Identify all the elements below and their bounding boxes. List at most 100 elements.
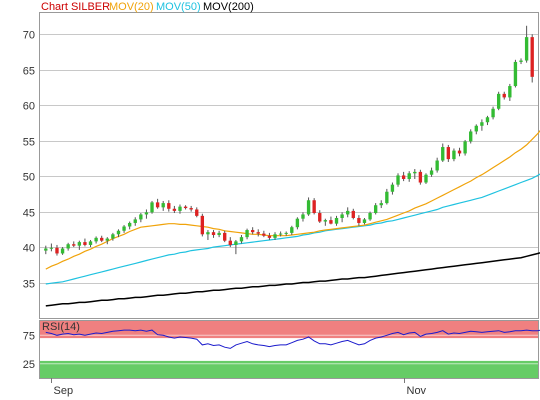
- candle-body: [105, 238, 109, 241]
- price-y-axis: 35 40 45 50 55 60 65 70: [23, 30, 35, 291]
- candle-body: [122, 226, 126, 231]
- candle-42: [278, 231, 283, 237]
- mov50-line: [45, 173, 540, 285]
- candle-4: [66, 242, 70, 251]
- candle-body: [161, 203, 165, 208]
- candle-68: [424, 173, 428, 184]
- candle-43: [284, 231, 288, 236]
- candle-body: [441, 147, 445, 161]
- rsi-y-axis: 25 75: [23, 330, 538, 371]
- x-axis: SepNovDez: [51, 378, 427, 397]
- candle-body: [401, 175, 406, 179]
- candle-75: [463, 139, 467, 156]
- candle-32: [223, 230, 227, 243]
- candle-54: [346, 207, 350, 218]
- candle-body: [306, 200, 311, 215]
- candle-body: [362, 219, 367, 223]
- candle-body: [435, 160, 439, 171]
- candle-body: [88, 241, 93, 245]
- candle-61: [385, 188, 389, 205]
- candle-body: [262, 233, 266, 236]
- y-tick-label-35: 35: [23, 279, 35, 291]
- candle-body: [429, 170, 434, 175]
- candle-body: [508, 86, 512, 98]
- legend-mov200: MOV(200): [203, 1, 254, 13]
- candle-body: [245, 230, 249, 238]
- candle-21: [161, 200, 165, 211]
- candle-0: [44, 245, 48, 255]
- candle-44: [290, 225, 294, 236]
- candle-body: [474, 125, 478, 132]
- candle-body: [463, 141, 467, 154]
- candle-body: [155, 202, 160, 208]
- rsi-zones: [40, 321, 538, 378]
- candle-body: [234, 241, 238, 245]
- candle-body: [318, 213, 322, 222]
- price-panel: [39, 12, 539, 319]
- candle-37: [250, 227, 255, 235]
- y-tick-label-55: 55: [23, 137, 35, 149]
- y-tick-label-40: 40: [23, 243, 35, 255]
- x-tick-label-Sep: Sep: [54, 385, 74, 397]
- candle-body: [44, 248, 48, 251]
- candle-52: [334, 215, 339, 226]
- candle-body: [491, 108, 495, 118]
- candle-6: [77, 240, 82, 250]
- candle-body: [452, 150, 456, 160]
- candle-13: [116, 229, 121, 238]
- candle-body: [346, 210, 350, 215]
- candle-body: [83, 242, 87, 245]
- rsi-title: RSI(14): [42, 321, 80, 333]
- candle-83: [508, 83, 512, 101]
- candle-49: [318, 210, 322, 223]
- candle-body: [100, 237, 104, 241]
- candle-body: [189, 208, 193, 210]
- candle-19: [150, 200, 154, 214]
- candle-39: [262, 230, 266, 238]
- candle-78: [480, 119, 484, 131]
- candle-12: [111, 232, 115, 241]
- candle-body: [116, 230, 121, 235]
- candle-18: [144, 209, 149, 219]
- candle-35: [239, 235, 244, 244]
- y-tick-label-45: 45: [23, 208, 35, 220]
- candle-body: [329, 220, 333, 224]
- candle-body: [418, 171, 423, 183]
- rsi-tick-label-25: 25: [23, 359, 35, 371]
- candle-body: [368, 213, 372, 220]
- candle-body: [211, 232, 216, 236]
- candle-30: [211, 230, 216, 238]
- candle-85: [519, 58, 523, 65]
- candle-body: [150, 202, 154, 213]
- candle-body: [183, 206, 188, 209]
- y-tick-label-65: 65: [23, 66, 35, 78]
- candle-62: [390, 182, 395, 195]
- candle-20: [155, 198, 160, 209]
- candle-16: [133, 217, 137, 226]
- candle-59: [373, 203, 378, 215]
- candle-10: [100, 235, 104, 243]
- candle-80: [491, 106, 495, 120]
- legend-mov50: MOV(50): [156, 1, 201, 13]
- candle-79: [485, 115, 490, 126]
- candle-14: [122, 225, 126, 233]
- price-grid: [40, 34, 538, 284]
- y-tick-label-60: 60: [23, 101, 35, 113]
- candle-1: [49, 243, 54, 252]
- candle-body: [66, 244, 70, 249]
- moving-averages: [45, 129, 540, 307]
- candle-72: [446, 144, 451, 162]
- candle-body: [357, 217, 361, 223]
- candle-5: [72, 241, 76, 248]
- candle-body: [390, 184, 395, 192]
- mov200-line: [45, 252, 540, 307]
- candle-29: [206, 230, 210, 240]
- candle-body: [195, 209, 199, 216]
- candle-86: [524, 25, 529, 63]
- candle-84: [513, 59, 518, 88]
- candle-63: [396, 173, 400, 187]
- candle-26: [189, 205, 193, 212]
- candle-body: [133, 219, 137, 223]
- candle-53: [340, 212, 344, 223]
